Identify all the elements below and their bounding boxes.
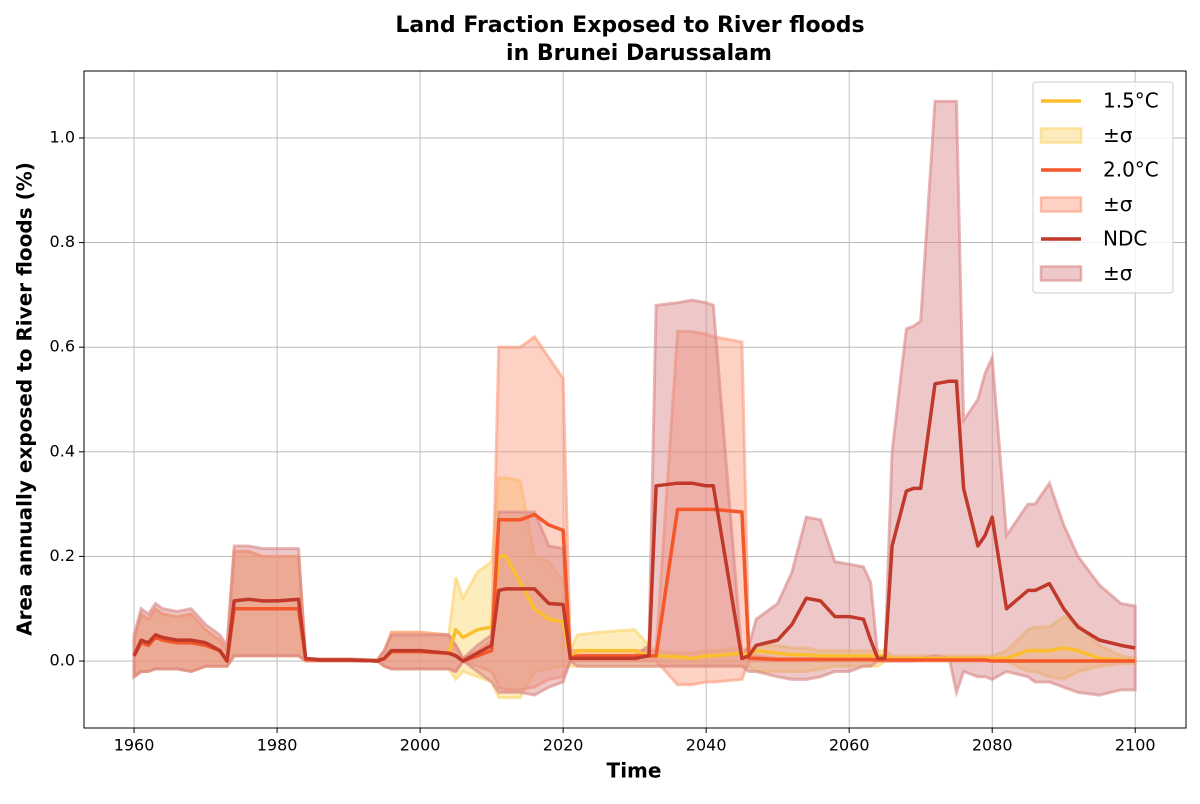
legend-label: ±σ (1103, 261, 1133, 285)
y-tick-label: 0.2 (50, 546, 75, 565)
line (132, 507, 1136, 663)
x-tick-label: 2080 (972, 736, 1013, 755)
y-tick-label: 0.0 (50, 651, 75, 670)
x-tick-label: 2020 (543, 736, 584, 755)
y-tick-label: 0.8 (50, 232, 75, 251)
y-tick-label: 1.0 (50, 127, 75, 146)
chart-title: in Brunei Darussalam (506, 41, 772, 66)
x-tick-label: 1980 (257, 736, 298, 755)
band (132, 99, 1137, 699)
x-tick-label: 2040 (686, 736, 727, 755)
line (132, 379, 1136, 663)
x-tick-label: 2000 (400, 736, 441, 755)
legend-label: ±σ (1103, 123, 1133, 147)
legend-label: 1.5°C (1103, 89, 1159, 113)
chart-title: Land Fraction Exposed to River floods (395, 13, 864, 38)
legend-band (1039, 265, 1083, 282)
x-tick-label: 2100 (1115, 736, 1156, 755)
x-tick-label: 1960 (114, 736, 155, 755)
legend-label: ±σ (1103, 192, 1133, 216)
y-tick-label: 0.4 (50, 441, 75, 460)
x-axis-label: Time (607, 759, 662, 783)
legend-label: NDC (1103, 227, 1147, 251)
plot-frame (83, 70, 1187, 729)
y-axis-label: Area annually exposed to River floods (%… (13, 162, 37, 636)
plot-area (132, 99, 1137, 700)
y-tick-label: 0.6 (50, 337, 75, 356)
legend-band (1039, 127, 1083, 144)
x-tick-label: 2060 (829, 736, 870, 755)
legend-band (1039, 196, 1083, 213)
legend-label: 2.0°C (1103, 158, 1159, 182)
